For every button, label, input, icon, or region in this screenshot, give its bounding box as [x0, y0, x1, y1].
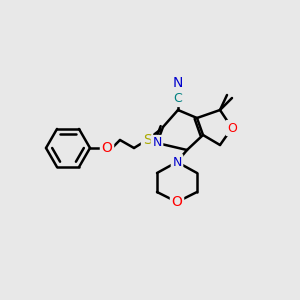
Text: S: S [142, 133, 152, 147]
Text: N: N [152, 136, 162, 149]
Text: O: O [227, 122, 237, 134]
Text: N: N [173, 76, 183, 90]
Text: N: N [172, 155, 182, 169]
Text: O: O [172, 195, 182, 209]
Text: O: O [102, 141, 112, 155]
Text: C: C [174, 92, 182, 106]
